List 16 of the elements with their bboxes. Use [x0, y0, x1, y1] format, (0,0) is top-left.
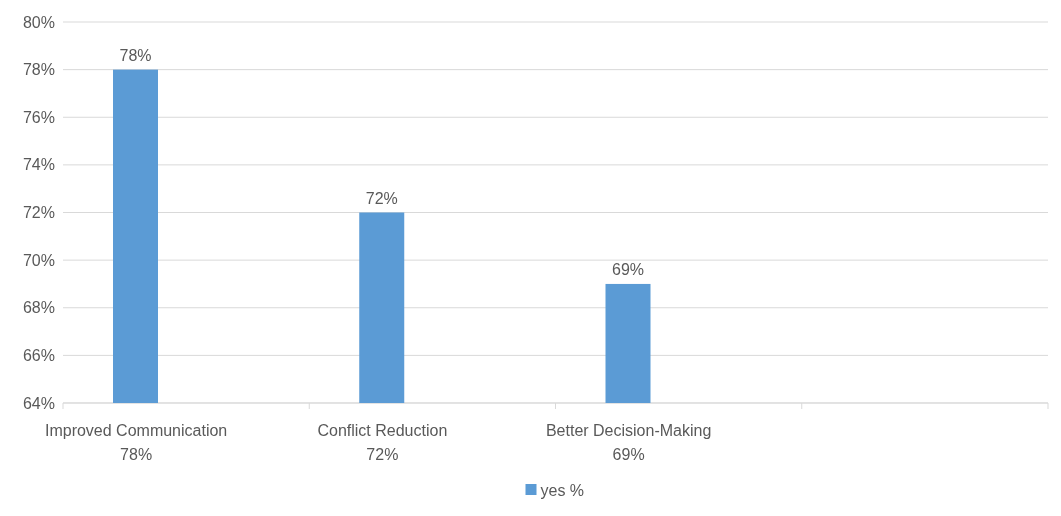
y-tick-label: 64% [22, 394, 55, 412]
data-label: 78% [119, 46, 152, 64]
legend-label: yes % [540, 481, 585, 499]
x-tick-label: Conflict Reduction 72% [317, 422, 448, 463]
y-tick-label: 72% [22, 204, 55, 222]
y-tick-label: 68% [22, 299, 55, 317]
y-tick-label: 74% [22, 156, 55, 174]
data-label: 72% [365, 189, 398, 207]
y-tick-label: 70% [22, 251, 55, 269]
x-tick-label: Improved Communication 78% [44, 422, 228, 463]
y-tick-label: 78% [22, 61, 55, 79]
y-tick-label: 76% [22, 108, 55, 126]
x-tick-label: Better Decision-Making 69% [545, 422, 712, 463]
data-label: 69% [611, 260, 645, 278]
y-tick-label: 80% [22, 13, 55, 31]
y-tick-label: 66% [22, 346, 55, 364]
